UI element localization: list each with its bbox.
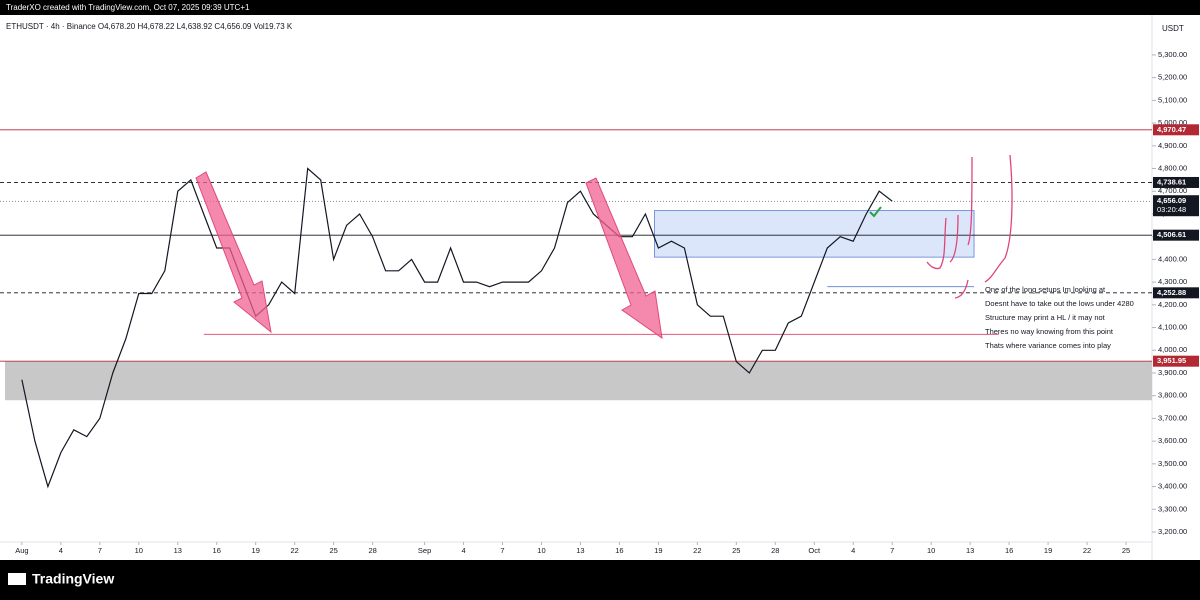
y-tick-label: 5,100.00: [1158, 95, 1187, 104]
annotation: Doesnt have to take out the lows under 4…: [985, 299, 1134, 308]
check: [869, 206, 882, 218]
current-tag: [1153, 195, 1199, 217]
arrow: [195, 171, 272, 334]
x-tick-label: 10: [927, 546, 935, 555]
x-tick-label: Aug: [15, 546, 28, 555]
y-tick-label: 3,400.00: [1158, 482, 1187, 491]
y-tick-label: 5,300.00: [1158, 50, 1187, 59]
scribble: [949, 214, 959, 263]
price-line: [21, 167, 893, 489]
y-tick-label: 4,900.00: [1158, 141, 1187, 150]
y-tick-label: 3,500.00: [1158, 459, 1187, 468]
y-tick-label: 4,700.00: [1158, 186, 1187, 195]
footer-bar: [0, 560, 1200, 600]
x-tick-label: 16: [213, 546, 221, 555]
x-tick-label: 28: [771, 546, 779, 555]
x-tick-label: 13: [174, 546, 182, 555]
x-tick-label: 19: [252, 546, 260, 555]
credit: TraderXO created with TradingView.com, O…: [6, 3, 250, 12]
legend: ETHUSDT · 4h · Binance O4,678.20 H4,678.…: [6, 22, 293, 31]
scribble: [954, 279, 969, 299]
x-tick-label: 22: [693, 546, 701, 555]
y-tick-label: 4,400.00: [1158, 254, 1187, 263]
x-tick-label: 25: [732, 546, 740, 555]
x-tick-label: 13: [966, 546, 974, 555]
x-tick-label: 13: [576, 546, 584, 555]
x-tick-label: 4: [461, 546, 465, 555]
level-tag: [1153, 124, 1199, 136]
y-tick-label: 5,000.00: [1158, 118, 1187, 127]
level-tag: [1153, 229, 1199, 241]
annotation: Thats where variance comes into play: [985, 341, 1111, 350]
level-tag: [1153, 287, 1199, 299]
x-tick-label: 4: [59, 546, 63, 555]
x-tick-label: Sep: [418, 546, 431, 555]
x-tick-label: 16: [1005, 546, 1013, 555]
level-label: 4,738.61: [1157, 177, 1186, 186]
x-tick-label: 16: [615, 546, 623, 555]
arrow: [585, 177, 663, 340]
level-label: 3,951.95: [1157, 356, 1186, 365]
x-tick-label: 22: [291, 546, 299, 555]
y-tick-label: 5,200.00: [1158, 73, 1187, 82]
scribble: [967, 156, 973, 246]
y-tick-label: 3,700.00: [1158, 413, 1187, 422]
scribble: [926, 217, 947, 270]
y-tick-label: 4,800.00: [1158, 164, 1187, 173]
annotation: One of the long setups Im looking at: [985, 285, 1106, 294]
x-tick-label: 7: [890, 546, 894, 555]
x-tick-label: 4: [851, 546, 855, 555]
y-tick-label: 3,200.00: [1158, 527, 1187, 536]
x-tick-label: 19: [654, 546, 662, 555]
y-tick-label: 3,900.00: [1158, 368, 1187, 377]
scribbles: [869, 154, 1013, 299]
x-tick-label: 28: [368, 546, 376, 555]
y-tick-label: 3,600.00: [1158, 436, 1187, 445]
x-tick-label: 7: [98, 546, 102, 555]
level-label: 4,252.88: [1157, 288, 1186, 297]
level-label: 4,506.61: [1157, 230, 1186, 239]
logo: TradingView: [32, 571, 114, 587]
logo-icon: [8, 573, 26, 585]
x-tick-label: 25: [329, 546, 337, 555]
annotation: Structure may print a HL / it may not: [985, 313, 1106, 322]
x-tick-label: Oct: [808, 546, 821, 555]
level-tag: [1153, 355, 1199, 367]
currency: USDT: [1162, 24, 1184, 33]
y-tick-label: 3,300.00: [1158, 504, 1187, 513]
y-tick-label: 3,800.00: [1158, 391, 1187, 400]
zone: [654, 210, 975, 258]
x-tick-label: 10: [135, 546, 143, 555]
y-tick-label: 4,000.00: [1158, 345, 1187, 354]
level-label: 4,970.47: [1157, 125, 1186, 134]
x-tick-label: 10: [537, 546, 545, 555]
level-tag: [1153, 176, 1199, 188]
y-tick-label: 4,100.00: [1158, 323, 1187, 332]
annotation: Theres no way knowing from this point: [985, 327, 1114, 336]
y-tick-label: 4,300.00: [1158, 277, 1187, 286]
x-tick-label: 25: [1122, 546, 1130, 555]
zone: [5, 361, 1152, 401]
drawings: [195, 171, 663, 340]
y-tick-label: 4,200.00: [1158, 300, 1187, 309]
x-tick-label: 19: [1044, 546, 1052, 555]
x-tick-label: 7: [500, 546, 504, 555]
x-tick-label: 22: [1083, 546, 1091, 555]
current-label: 4,656.09: [1157, 196, 1186, 205]
countdown: 03:20:48: [1157, 205, 1186, 214]
top-bar: [0, 0, 1200, 15]
scribble: [984, 154, 1013, 283]
